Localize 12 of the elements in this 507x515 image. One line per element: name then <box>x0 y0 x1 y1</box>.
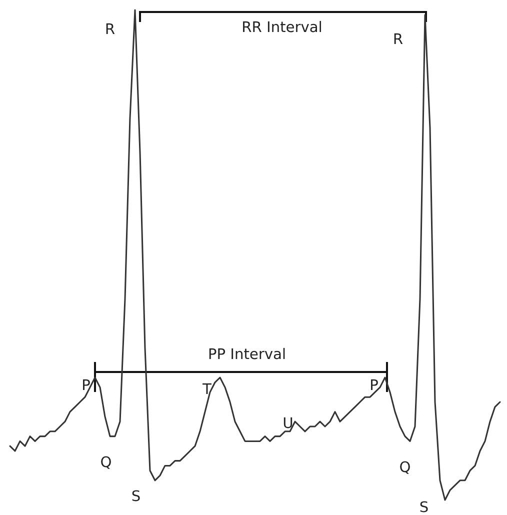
annotation: P <box>83 379 90 390</box>
annotation: Q <box>400 461 410 474</box>
annotation: R <box>106 23 115 34</box>
annotation: P <box>371 379 378 390</box>
annotation: Q <box>101 456 111 469</box>
annotation: RR Interval <box>243 20 322 32</box>
annotation: R <box>394 33 403 44</box>
annotation: S <box>132 490 140 502</box>
annotation: U <box>284 417 292 428</box>
text: S <box>420 501 428 512</box>
annotation: PP Interval <box>209 348 285 360</box>
annotation: T <box>202 383 212 394</box>
